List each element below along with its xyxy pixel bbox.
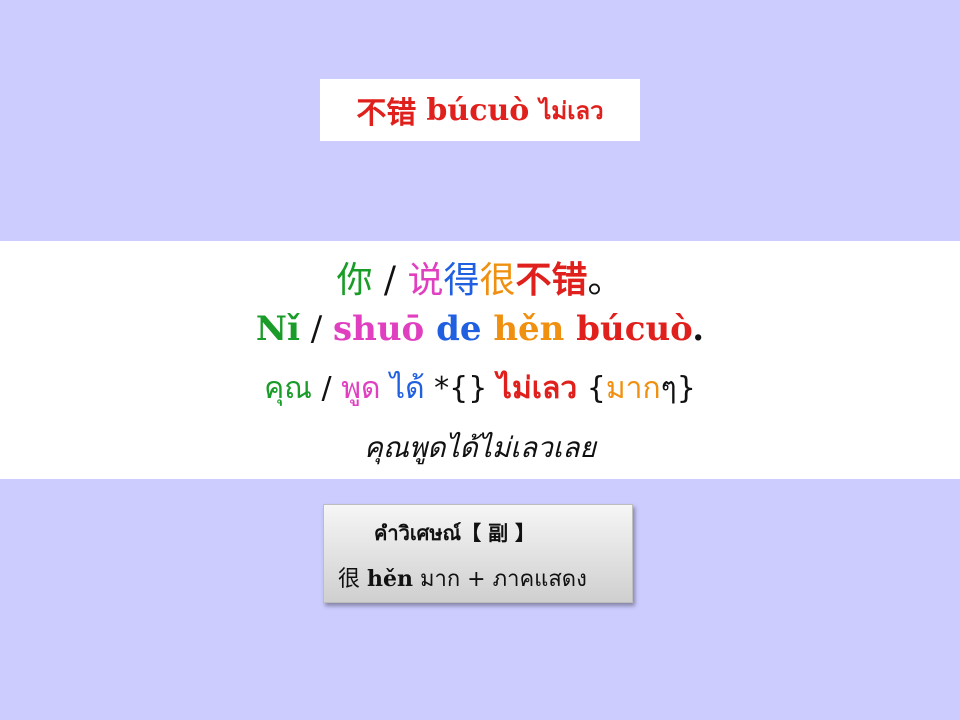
zh-word-very: 很 (479, 260, 516, 301)
zh-word-say: 说 (407, 260, 444, 301)
th-close-brace: ๆ} (660, 371, 696, 406)
note-chinese: 很 (338, 567, 361, 592)
py-word-hen: hěn (493, 309, 565, 349)
th-word-you: คุณ (264, 371, 313, 406)
title-thai: ไม่เลว (539, 96, 604, 125)
py-word-bucuo: búcuò (576, 309, 693, 349)
title-chinese: 不错 (356, 96, 417, 131)
thai-translation: คุณพูดได้ไม่เลวเลย (364, 431, 596, 464)
example-band: 你 / 说得很不错。 Nǐ / shuō de hěn búcuò. คุณ /… (0, 241, 960, 479)
th-open-brace: { (586, 371, 606, 406)
th-word-speak: พูด (341, 371, 381, 406)
th-word-very: มาก (605, 371, 661, 406)
sentence-pinyin: Nǐ / shuō de hěn búcuò. (0, 309, 960, 349)
zh-word-not-bad: 不错 (515, 259, 588, 301)
title-box: 不错 búcuò ไม่เลว (320, 79, 640, 141)
zh-word-de: 得 (443, 260, 480, 301)
sentence-chinese: 你 / 说得很不错。 (0, 251, 960, 303)
py-word-ni: Nǐ (255, 309, 300, 349)
zh-word-you: 你 (336, 260, 373, 301)
note-title: คำวิเศษณ์【 副 】 (374, 521, 536, 545)
note-pinyin: hěn (367, 566, 414, 592)
sentence-thai: คุณ / พูด ได้ *{} ไม่เลว {มากๆ} (0, 365, 960, 412)
py-word-shuo: shuō (332, 309, 425, 349)
note-thai: มาก + ภาคแสดง (420, 567, 587, 592)
th-placeholder: *{} (434, 371, 488, 406)
py-separator: / (299, 309, 333, 349)
th-separator: / (312, 371, 342, 406)
th-word-not-bad: ไม่เลว (496, 371, 578, 406)
py-word-de: de (436, 309, 482, 349)
zh-period: 。 (587, 260, 624, 301)
py-period: . (692, 309, 705, 349)
th-word-can: ได้ (390, 371, 425, 406)
grammar-note-box: คำวิเศษณ์【 副 】 很 hěn มาก + ภาคแสดง (323, 504, 633, 603)
zh-separator: / (372, 260, 408, 301)
note-body: 很 hěn มาก + ภาคแสดง (338, 561, 587, 596)
title-pinyin: búcuò (426, 92, 530, 128)
